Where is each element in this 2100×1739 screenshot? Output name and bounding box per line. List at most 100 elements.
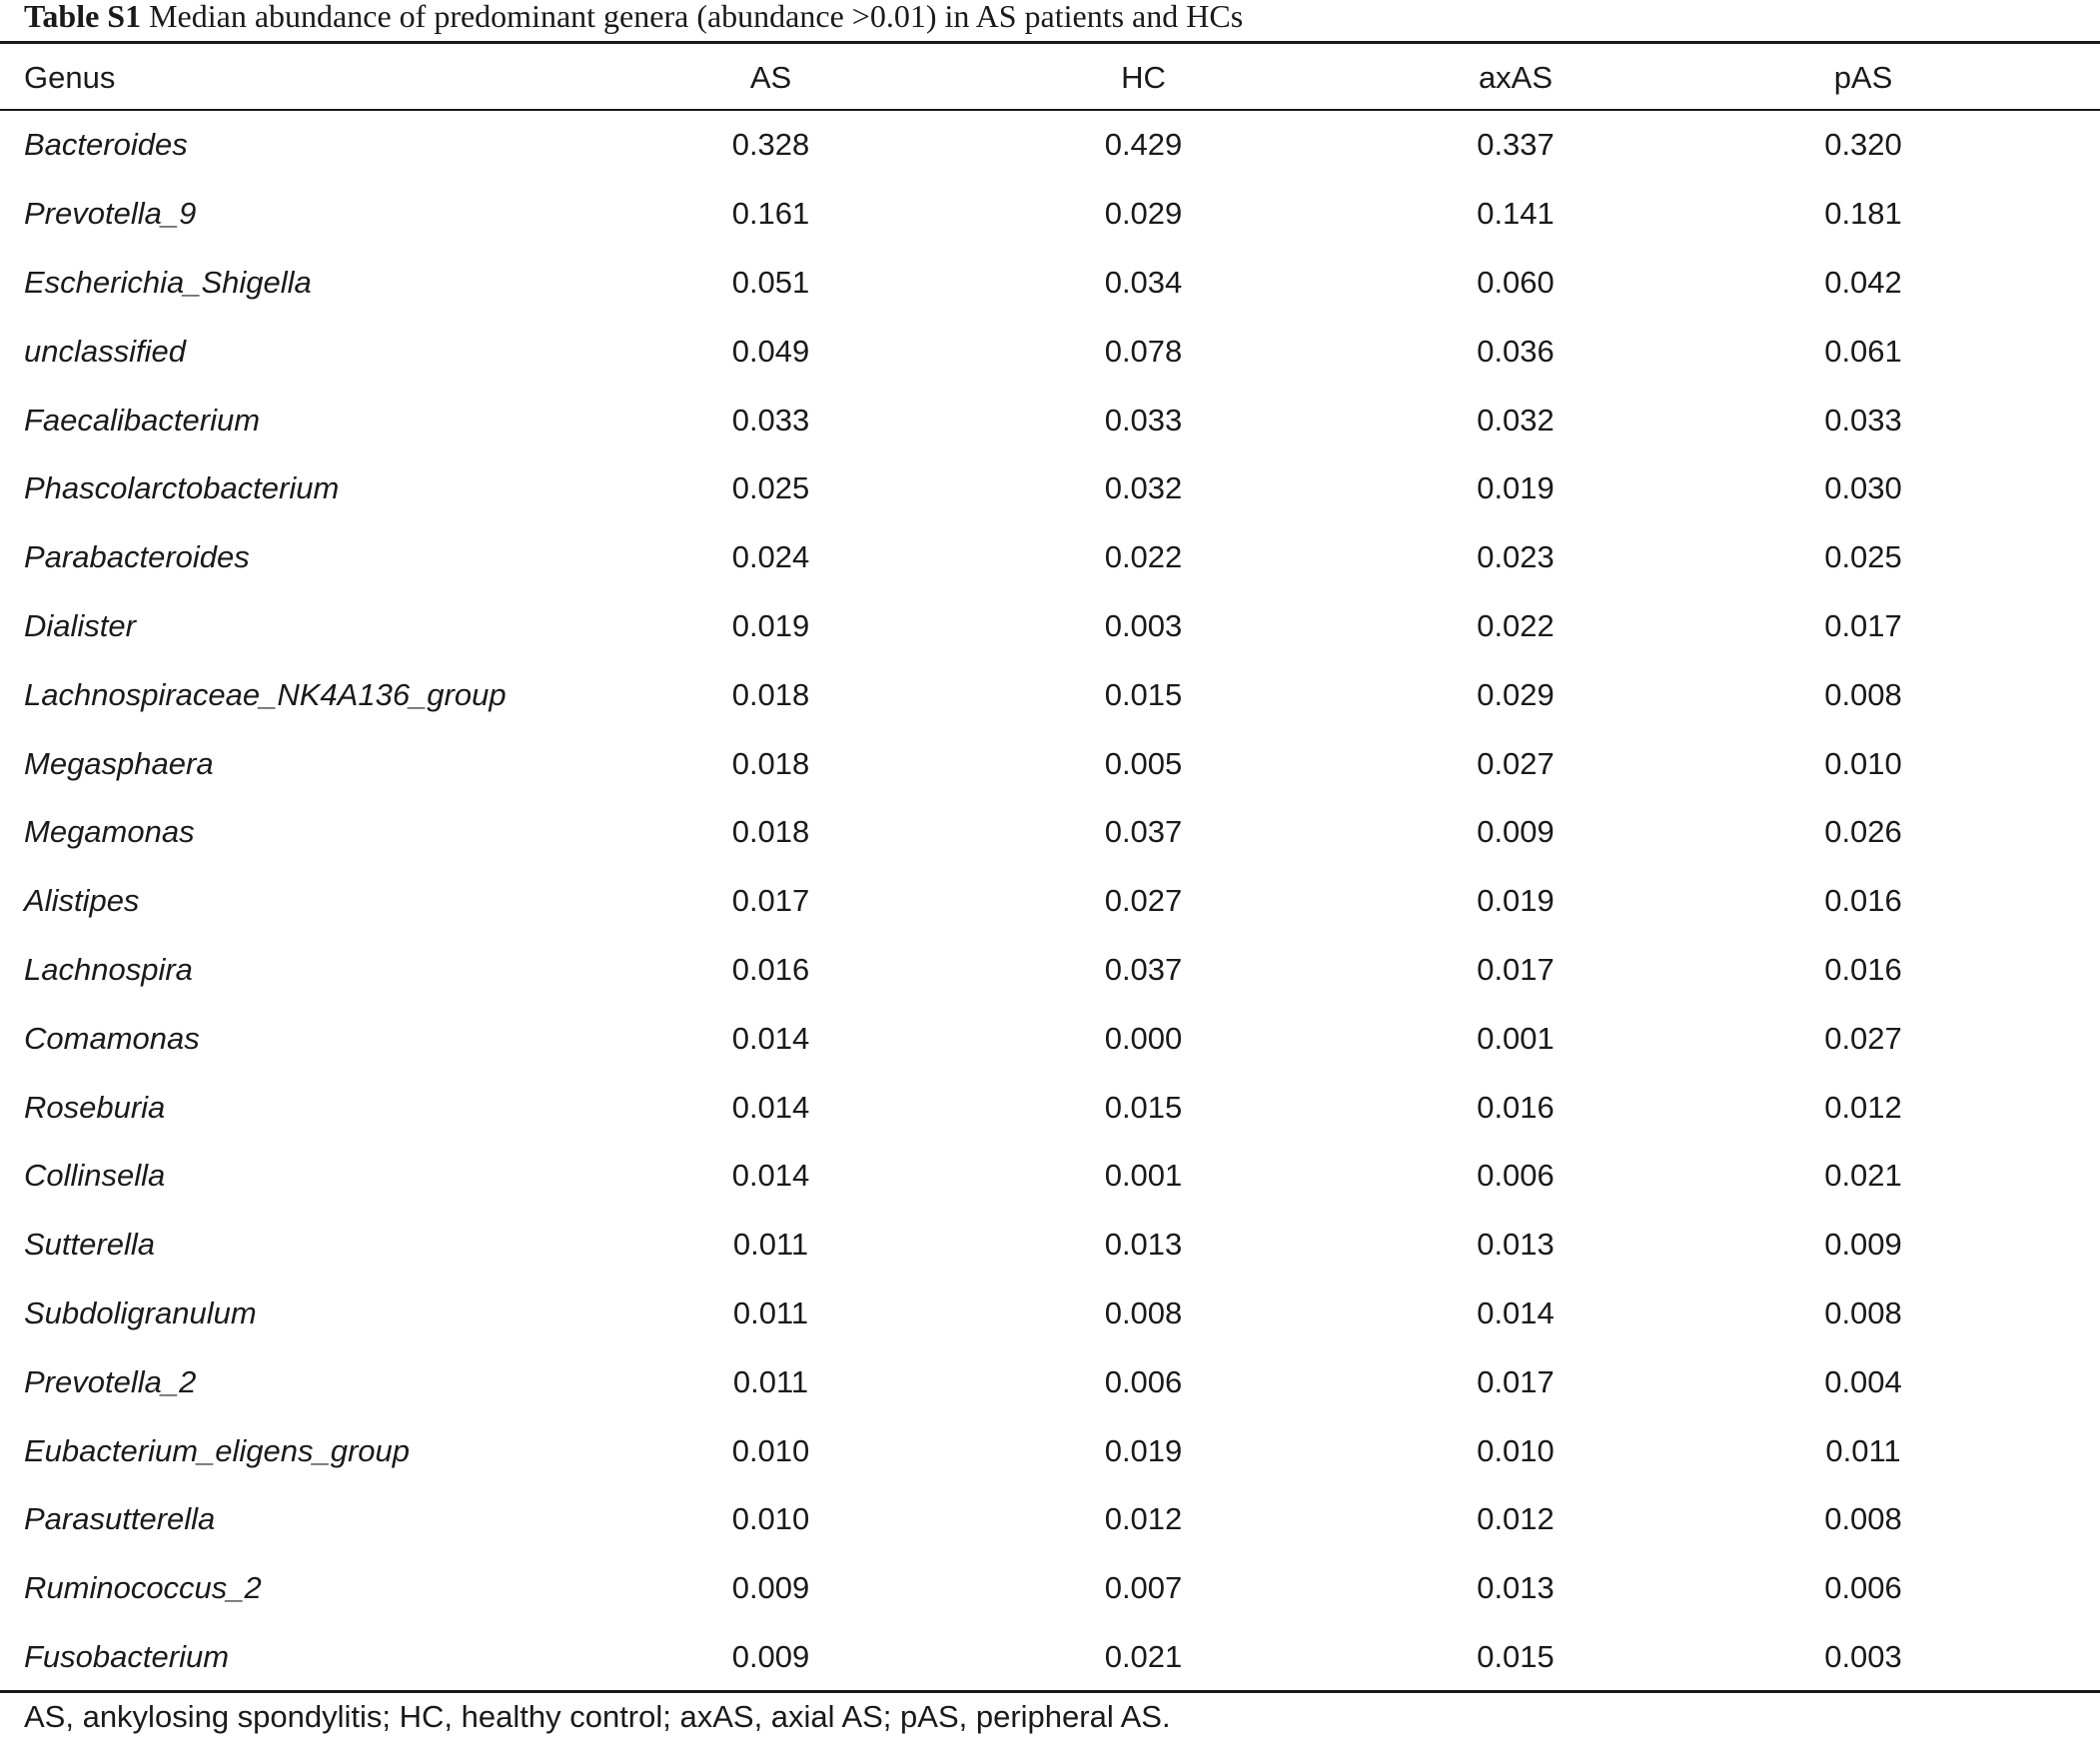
value-cell-axas: 0.027 xyxy=(1477,745,1555,781)
value-cell-hc: 0.008 xyxy=(1104,1295,1183,1330)
table-row: Sutterella 0.011 0.013 0.013 0.009 xyxy=(0,1211,2100,1280)
table-row: Prevotella_9 0.161 0.029 0.141 0.181 xyxy=(0,180,2100,249)
value-cell-as: 0.014 xyxy=(731,1020,810,1056)
value-cell-hc: 0.022 xyxy=(1104,539,1183,575)
value-cell-hc: 0.006 xyxy=(1104,1363,1183,1399)
value-cell-as: 0.014 xyxy=(731,1158,810,1194)
header-rule xyxy=(0,109,2100,111)
value-cell-axas: 0.023 xyxy=(1477,539,1555,575)
table-row: Bacteroides 0.328 0.429 0.337 0.320 xyxy=(0,111,2100,180)
genus-cell: Lachnospiraceae_NK4A136_group xyxy=(24,676,507,712)
value-cell-as: 0.018 xyxy=(731,676,810,712)
value-cell-axas: 0.337 xyxy=(1477,127,1555,163)
value-cell-as: 0.014 xyxy=(731,1089,810,1125)
genus-cell: Lachnospira xyxy=(24,951,193,987)
header-pas: pAS xyxy=(1833,59,1893,95)
value-cell-hc: 0.033 xyxy=(1104,402,1183,437)
genus-cell: Megasphaera xyxy=(24,745,214,781)
value-cell-pas: 0.025 xyxy=(1824,539,1902,575)
value-cell-hc: 0.034 xyxy=(1104,264,1183,300)
value-cell-pas: 0.030 xyxy=(1824,470,1902,506)
table-row: Subdoligranulum 0.011 0.008 0.014 0.008 xyxy=(0,1280,2100,1348)
genus-cell: Fusobacterium xyxy=(24,1638,230,1674)
table-row: Parasutterella 0.010 0.012 0.012 0.008 xyxy=(0,1485,2100,1554)
genus-cell: Megamonas xyxy=(24,814,195,850)
value-cell-pas: 0.017 xyxy=(1824,607,1902,643)
value-cell-as: 0.009 xyxy=(731,1570,810,1606)
genus-cell: Parabacteroides xyxy=(24,539,250,575)
value-cell-pas: 0.006 xyxy=(1824,1570,1902,1606)
table-row: Collinsella 0.014 0.001 0.006 0.021 xyxy=(0,1142,2100,1211)
value-cell-pas: 0.016 xyxy=(1824,883,1902,919)
value-cell-hc: 0.037 xyxy=(1104,814,1183,850)
value-cell-pas: 0.008 xyxy=(1824,676,1902,712)
value-cell-as: 0.010 xyxy=(731,1501,810,1537)
table-caption-label: Table S1 xyxy=(24,0,142,34)
table-row: Prevotella_2 0.011 0.006 0.017 0.004 xyxy=(0,1347,2100,1416)
value-cell-hc: 0.013 xyxy=(1104,1227,1183,1263)
value-cell-hc: 0.001 xyxy=(1104,1158,1183,1194)
value-cell-hc: 0.429 xyxy=(1104,127,1183,163)
genus-cell: Roseburia xyxy=(24,1089,166,1125)
value-cell-axas: 0.013 xyxy=(1477,1227,1555,1263)
value-cell-as: 0.009 xyxy=(731,1638,810,1674)
value-cell-hc: 0.012 xyxy=(1104,1501,1183,1537)
table-row: Escherichia_Shigella 0.051 0.034 0.060 0.042 xyxy=(0,249,2100,318)
table-caption: Table S1 Median abundance of predominant… xyxy=(24,0,1243,36)
genus-cell: Alistipes xyxy=(24,883,140,919)
value-cell-as: 0.025 xyxy=(731,470,810,506)
genus-cell: Sutterella xyxy=(24,1227,155,1263)
value-cell-pas: 0.016 xyxy=(1824,951,1902,987)
value-cell-hc: 0.007 xyxy=(1104,1570,1183,1606)
value-cell-axas: 0.006 xyxy=(1477,1158,1555,1194)
genus-cell: Prevotella_9 xyxy=(24,196,197,232)
value-cell-pas: 0.026 xyxy=(1824,814,1902,850)
value-cell-hc: 0.037 xyxy=(1104,951,1183,987)
table-row: Eubacterium_eligens_group 0.010 0.019 0.010… xyxy=(0,1416,2100,1485)
value-cell-as: 0.161 xyxy=(731,196,810,232)
table-row: unclassified 0.049 0.078 0.036 0.061 xyxy=(0,317,2100,386)
value-cell-as: 0.051 xyxy=(731,264,810,300)
header-genus: Genus xyxy=(24,59,116,95)
value-cell-axas: 0.029 xyxy=(1477,676,1555,712)
value-cell-pas: 0.320 xyxy=(1824,127,1902,163)
value-cell-axas: 0.010 xyxy=(1477,1432,1555,1468)
value-cell-axas: 0.019 xyxy=(1477,883,1555,919)
value-cell-pas: 0.021 xyxy=(1824,1158,1902,1194)
value-cell-as: 0.033 xyxy=(731,402,810,437)
value-cell-pas: 0.181 xyxy=(1824,196,1902,232)
table-row: Lachnospiraceae_NK4A136_group 0.018 0.015 0… xyxy=(0,660,2100,729)
value-cell-pas: 0.027 xyxy=(1824,1020,1902,1056)
value-cell-as: 0.011 xyxy=(732,1295,809,1330)
value-cell-as: 0.017 xyxy=(731,883,810,919)
value-cell-pas: 0.033 xyxy=(1824,402,1902,437)
value-cell-hc: 0.032 xyxy=(1104,470,1183,506)
value-cell-pas: 0.042 xyxy=(1824,264,1902,300)
value-cell-pas: 0.003 xyxy=(1824,1638,1902,1674)
value-cell-pas: 0.009 xyxy=(1824,1227,1902,1263)
table-row: Phascolarctobacterium 0.025 0.032 0.019 0.03… xyxy=(0,454,2100,523)
genus-cell: Phascolarctobacterium xyxy=(24,470,340,506)
value-cell-axas: 0.013 xyxy=(1477,1570,1555,1606)
value-cell-as: 0.024 xyxy=(731,539,810,575)
value-cell-axas: 0.017 xyxy=(1477,1363,1555,1399)
table-row: Fusobacterium 0.009 0.021 0.015 0.003 xyxy=(0,1623,2100,1692)
bottom-rule xyxy=(0,1690,2100,1693)
value-cell-axas: 0.014 xyxy=(1477,1295,1555,1330)
abundance-table: Genus AS HC axAS pAS Bacteroides 0.328 0.4… xyxy=(0,44,2100,1691)
value-cell-hc: 0.019 xyxy=(1104,1432,1183,1468)
value-cell-hc: 0.029 xyxy=(1104,196,1183,232)
value-cell-as: 0.049 xyxy=(731,333,810,369)
genus-cell: Subdoligranulum xyxy=(24,1295,257,1330)
table-row: Roseburia 0.014 0.015 0.016 0.012 xyxy=(0,1073,2100,1142)
table-row: Megamonas 0.018 0.037 0.009 0.026 xyxy=(0,798,2100,867)
value-cell-axas: 0.012 xyxy=(1477,1501,1555,1537)
value-cell-hc: 0.027 xyxy=(1104,883,1183,919)
value-cell-hc: 0.015 xyxy=(1104,676,1183,712)
value-cell-hc: 0.015 xyxy=(1104,1089,1183,1125)
value-cell-axas: 0.060 xyxy=(1477,264,1555,300)
header-hc: HC xyxy=(1121,59,1166,95)
genus-cell: Bacteroides xyxy=(24,127,188,163)
value-cell-as: 0.018 xyxy=(731,745,810,781)
value-cell-as: 0.018 xyxy=(731,814,810,850)
